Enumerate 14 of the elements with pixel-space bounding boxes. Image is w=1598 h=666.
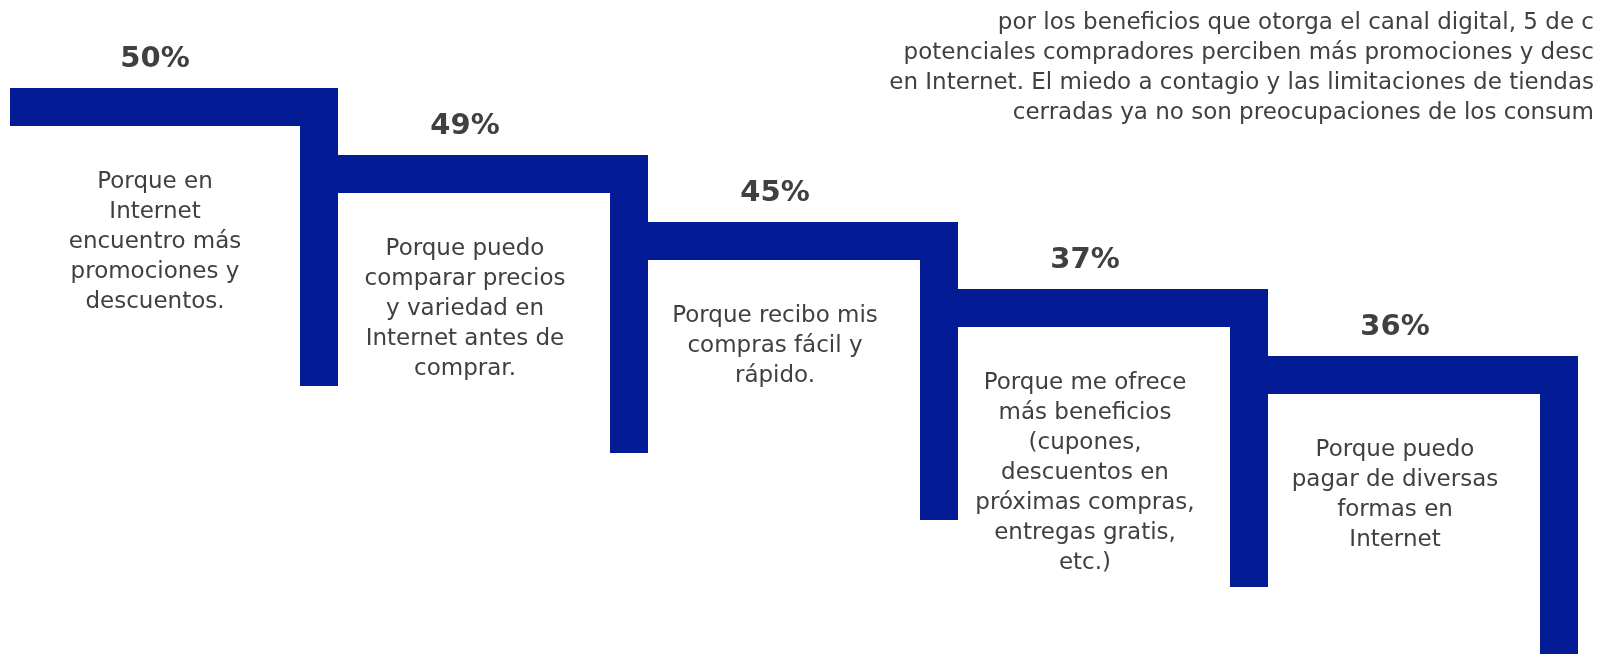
category-label: Porque puedo pagar de diversas formas en Internet [1291,435,1499,551]
data-label: 36% [1360,308,1430,342]
data-label: 50% [120,40,190,74]
text: por los beneficios que otorga el canal digital, 5 de c [997,8,1594,34]
data-label: 37% [1050,241,1120,275]
text: potenciales compradores perciben más promociones y desc [903,38,1594,64]
category-label: Porque me ofrece más beneficios (cupones, descuentos en próximas compras, entregas gratis, etc.) [975,368,1195,574]
data-label: 45% [740,174,810,208]
text: en Internet. El miedo a contagio y las limitaciones de tiendas [889,68,1594,94]
category-label: Porque puedo comparar precios y variedad en Internet antes de comprar. [364,234,566,380]
text: cerradas ya no son preocupaciones de los consum [1012,98,1594,124]
category-label: Porque recibo mis compras fácil y rápido. [672,301,878,387]
data-label: 49% [430,107,500,141]
category-label: Porque en Internet encuentro más promociones y descuentos. [68,167,242,313]
